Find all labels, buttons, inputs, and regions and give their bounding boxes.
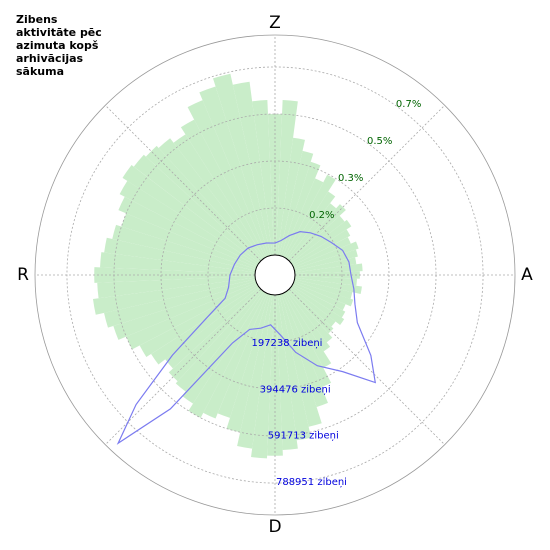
y2-tick-label: 788951 zibeņi (276, 477, 347, 488)
bar (121, 213, 257, 269)
bar (92, 277, 256, 315)
x-tick-label: Z (269, 13, 281, 33)
bar (292, 237, 351, 268)
bar (285, 290, 331, 352)
bar (279, 150, 314, 256)
bar (277, 137, 305, 256)
y-tick-label: 0.7% (396, 99, 421, 110)
bar (281, 161, 321, 257)
bar (237, 294, 273, 449)
center-hole (254, 254, 296, 296)
bar (180, 119, 266, 259)
bar (285, 191, 336, 260)
bar (293, 281, 354, 307)
bar (282, 292, 332, 388)
bar (293, 241, 359, 269)
bar (199, 86, 269, 257)
x-tick-label: D (268, 517, 281, 537)
bar (113, 281, 257, 340)
bar (112, 224, 256, 271)
bar (292, 282, 346, 311)
bar (203, 292, 268, 419)
bar (277, 294, 312, 441)
bar (289, 287, 336, 327)
bar (284, 174, 336, 259)
y2-tick-label: 197238 zibeņi (251, 338, 322, 349)
bar (279, 294, 322, 427)
bar (173, 134, 265, 260)
bar (104, 237, 256, 273)
title-line: azimuta kopš (16, 39, 99, 52)
bar (294, 279, 353, 299)
bar (291, 284, 346, 318)
bar (267, 113, 283, 256)
grid-ring (160, 160, 390, 390)
x-tick-label: A (521, 265, 533, 285)
bar (133, 154, 261, 263)
grid-spoke (288, 288, 445, 445)
bar (291, 229, 351, 266)
bar (118, 196, 258, 268)
outer-circle (34, 34, 516, 516)
y-tick-label: 0.2% (309, 210, 334, 221)
bar (251, 294, 275, 459)
bar (282, 178, 324, 258)
bar (175, 289, 263, 392)
bar (187, 100, 268, 258)
bar (275, 100, 298, 256)
title-line: sākuma (16, 65, 64, 78)
bar (289, 215, 345, 263)
bar (294, 263, 363, 275)
bar (288, 204, 346, 262)
bar (139, 284, 259, 357)
bar (100, 252, 256, 275)
y-tick-label: 0.5% (367, 136, 392, 147)
bar (294, 277, 362, 294)
title-line: arhivācijas (16, 52, 84, 65)
bar (284, 291, 332, 368)
grid-spoke (105, 105, 262, 262)
bar (122, 164, 260, 265)
bar (275, 294, 298, 450)
bar (104, 279, 256, 328)
bar (290, 219, 352, 265)
bar (151, 285, 260, 365)
bar (232, 81, 273, 256)
bar (97, 275, 256, 299)
title-line: aktivitāte pēc (16, 26, 102, 39)
y2-tick-label: 394476 zibeņi (260, 384, 331, 395)
bar (294, 249, 358, 271)
y2-tick-label: 591713 zibeņi (268, 431, 339, 442)
bar (294, 257, 357, 273)
bar (165, 287, 261, 369)
title-line: Zibens (16, 13, 58, 26)
bar (188, 291, 266, 418)
bar (290, 285, 345, 325)
line (116, 231, 377, 445)
bar (287, 203, 337, 261)
bar (281, 293, 328, 408)
bar (252, 100, 275, 256)
bar (119, 180, 259, 266)
bar (158, 138, 263, 261)
grid-spoke (105, 288, 262, 445)
x-tick-label: R (17, 265, 29, 285)
bar (217, 293, 269, 418)
y-tick-label: 0.3% (338, 173, 363, 184)
bar (287, 289, 333, 343)
grid-ring (207, 207, 343, 343)
